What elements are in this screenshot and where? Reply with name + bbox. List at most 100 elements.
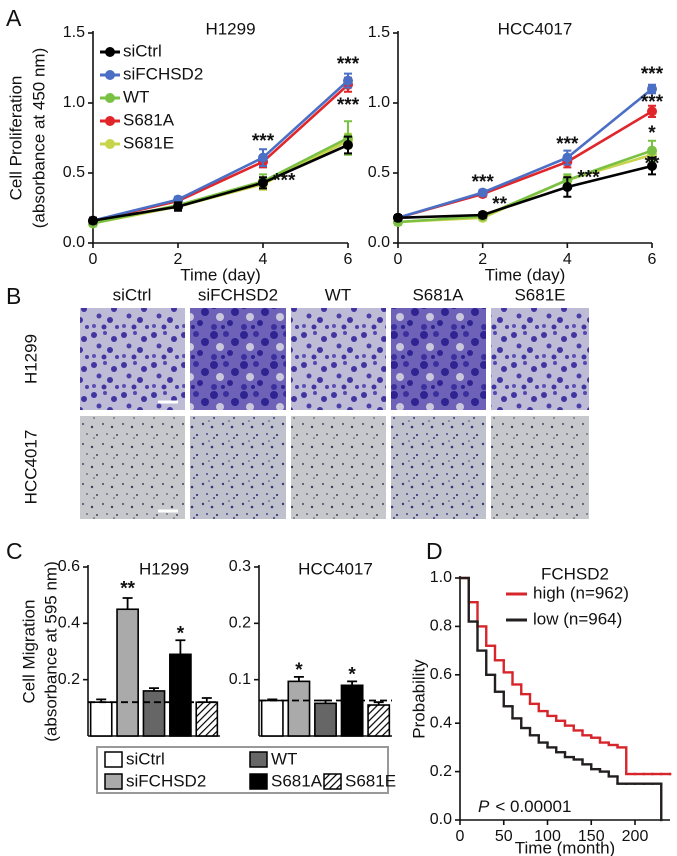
y-axis-label: Probability xyxy=(409,659,428,739)
y-axis-label: (absorbance at 450 nm) xyxy=(29,48,48,229)
micrograph xyxy=(391,416,486,519)
x-tick-label: 0 xyxy=(456,828,465,845)
micrograph xyxy=(391,308,486,410)
column-label: S681A xyxy=(412,285,464,304)
significance: * xyxy=(648,123,656,144)
y-tick-label: 0.6 xyxy=(58,558,80,575)
panel-label: B xyxy=(6,283,21,309)
chart-title: HCC4017 xyxy=(498,19,573,38)
legend-marker xyxy=(105,47,115,57)
y-axis-label: Cell Migration xyxy=(19,600,38,704)
significance: *** xyxy=(472,172,495,193)
significance: ** xyxy=(120,579,135,600)
x-axis-label: Time (day) xyxy=(180,265,261,284)
point xyxy=(647,106,657,117)
micrograph xyxy=(80,308,185,410)
x-tick-label: 4 xyxy=(563,251,572,268)
micrograph xyxy=(291,308,386,410)
significance: * xyxy=(295,660,303,681)
y-tick-label: 0.2 xyxy=(58,671,80,688)
error-bar xyxy=(175,639,186,655)
significance: *** xyxy=(252,131,275,152)
micrograph xyxy=(291,416,386,519)
y-tick-label: 1.0 xyxy=(368,94,390,111)
bar xyxy=(287,680,311,737)
x-tick-label: 2 xyxy=(478,251,487,268)
point xyxy=(393,212,403,223)
x-tick-label: 100 xyxy=(534,828,561,845)
legend-marker xyxy=(105,116,115,126)
y-tick-label: 1.5 xyxy=(368,24,390,41)
point xyxy=(647,161,657,171)
bar xyxy=(195,701,219,737)
y-axis-label: (absorbance at 595 nm) xyxy=(41,561,60,742)
legend-marker xyxy=(105,70,115,80)
y-tick-label: 1.0 xyxy=(430,569,452,586)
x-tick-label: 2 xyxy=(174,251,183,268)
point xyxy=(647,145,657,156)
series-line xyxy=(92,79,349,222)
micrograph xyxy=(80,416,185,519)
point xyxy=(173,201,183,212)
y-tick-label: 0.3 xyxy=(229,558,251,575)
micrograph xyxy=(491,416,589,519)
point xyxy=(88,215,98,226)
y-tick-label: 1.0 xyxy=(63,94,85,111)
y-tick-label: 0.2 xyxy=(430,763,452,780)
legend-swatch xyxy=(104,773,123,790)
column-label: siCtrl xyxy=(113,285,152,304)
significance: ** xyxy=(645,154,660,175)
point xyxy=(477,210,488,220)
point xyxy=(562,152,573,163)
series-line xyxy=(92,143,349,222)
series-line xyxy=(397,149,653,224)
error-bar xyxy=(122,597,133,610)
significance: *** xyxy=(641,64,664,85)
y-tick-label: 0.0 xyxy=(368,234,390,251)
x-tick-label: 6 xyxy=(344,251,353,268)
point xyxy=(258,152,268,163)
y-tick-label: 0.4 xyxy=(58,615,80,632)
legend-label: siCtrl xyxy=(123,41,162,60)
legend-label: siFCHSD2 xyxy=(123,64,203,83)
legend-label: low (n=964) xyxy=(533,609,622,628)
legend-label: high (n=962) xyxy=(533,583,629,602)
y-tick-label: 0.8 xyxy=(430,618,452,635)
legend-label: WT xyxy=(271,749,297,768)
column-label: S681E xyxy=(514,285,565,304)
x-tick-label: 150 xyxy=(578,828,605,845)
series-line xyxy=(397,87,653,220)
legend-label: siCtrl xyxy=(126,749,165,768)
legend-marker xyxy=(105,93,115,103)
significance: *** xyxy=(577,168,600,189)
y-tick-label: 0.1 xyxy=(229,671,251,688)
y-tick-label: 0.2 xyxy=(229,615,251,632)
legend-label: S681E xyxy=(123,133,174,152)
bar xyxy=(340,684,364,737)
bar xyxy=(142,690,166,737)
chart-title: H1299 xyxy=(205,19,255,38)
x-tick-label: 200 xyxy=(622,828,649,845)
x-tick-label: 0 xyxy=(394,251,403,268)
legend-swatch xyxy=(323,773,342,790)
legend-label: S681E xyxy=(345,771,396,790)
panel-label: D xyxy=(426,538,443,564)
micrograph xyxy=(190,416,286,519)
p-value-text: < 0.00001 xyxy=(495,797,571,816)
legend-swatch xyxy=(104,751,123,768)
legend-marker xyxy=(105,139,115,149)
significance: *** xyxy=(641,92,664,113)
legend-box xyxy=(96,746,389,794)
row-label: HCC4017 xyxy=(21,430,40,505)
x-axis-label: Time (day) xyxy=(485,265,566,284)
bar xyxy=(367,704,391,737)
significance: *** xyxy=(337,54,360,75)
y-tick-label: 0.0 xyxy=(430,811,452,828)
x-tick-label: 4 xyxy=(259,251,268,268)
micrograph xyxy=(190,308,286,410)
point xyxy=(343,140,353,150)
point xyxy=(258,177,268,188)
y-tick-label: 0.5 xyxy=(368,164,390,181)
significance: *** xyxy=(556,134,579,155)
